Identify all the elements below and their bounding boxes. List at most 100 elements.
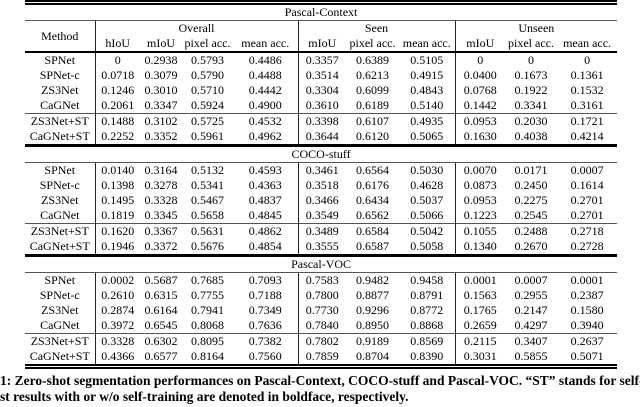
table-row: CaGNet 0.3972 0.6545 0.8068 0.7636 0.7840 0.89… <box>25 318 617 334</box>
value-cell: 0.4593 <box>233 162 299 178</box>
value-cell: 0.4214 <box>570 129 604 143</box>
value-cell: 0.5631 <box>182 223 233 239</box>
value-cell: 0.4843 <box>399 83 456 98</box>
value-cell: 0.8068 <box>191 318 224 332</box>
value-cell: 0.3644 <box>305 129 339 143</box>
method-cell: SPNet <box>25 272 96 288</box>
value-cell: 0.2728 <box>570 239 604 253</box>
method-cell: ZS3Net <box>25 193 96 208</box>
value-cell: 0.8390 <box>399 349 456 367</box>
value-cell: 0.5658 <box>191 208 224 222</box>
method-cell: ZS3Net+ST <box>25 223 96 239</box>
method-cell: CaGNet+ST <box>25 129 96 146</box>
value-cell: 0.2874 <box>101 303 135 317</box>
value-cell: 0.2637 <box>557 333 618 349</box>
table-caption: 1: Zero-shot segmentation performances o… <box>0 373 640 405</box>
value-cell: 0.3461 <box>305 163 339 177</box>
value-cell: 0.2670 <box>514 239 548 253</box>
value-cell: 0.6176 <box>356 178 389 192</box>
value-cell: 0.8704 <box>356 349 389 363</box>
value-cell: 0.5467 <box>191 193 224 207</box>
value-cell: 0.6577 <box>144 349 178 363</box>
value-cell: 0.1488 <box>95 113 140 129</box>
value-cell: 0.6099 <box>356 83 389 97</box>
value-cell: 0.3304 <box>305 83 339 97</box>
value-cell: 0.1495 <box>101 193 135 207</box>
value-cell: 0.5793 <box>191 53 224 67</box>
table-row: ZS3Net+ST 0.1488 0.3102 0.5725 0.4532 0.3398 0… <box>25 113 618 129</box>
value-cell: 0.0001 <box>463 273 497 287</box>
value-cell: 0.1922 <box>514 83 548 97</box>
value-cell: 0.6315 <box>144 288 178 302</box>
value-cell: 0.8791 <box>399 288 456 303</box>
table-head: Pascal-Context Method Overall Seen Unsee… <box>25 2 618 53</box>
value-cell: 0.3466 <box>305 193 339 207</box>
value-cell: 0.3940 <box>570 318 604 332</box>
value-cell: 0.0768 <box>463 83 497 97</box>
col-group-overall: Overall <box>95 20 299 36</box>
value-cell: 0.7840 <box>305 318 339 332</box>
value-cell: 0.3372 <box>144 239 178 253</box>
value-cell: 0.0140 <box>101 163 135 177</box>
value-cell: 0.1340 <box>463 239 497 253</box>
value-cell: 0.2718 <box>557 223 618 239</box>
table-row: ZS3Net 0.2874 0.6164 0.7941 0.7349 0.7730 0.92… <box>25 303 617 318</box>
table-row: ZS3Net+ST 0.3328 0.6302 0.8095 0.7382 0.7802 0… <box>25 333 618 349</box>
value-cell: 0.3518 <box>305 178 339 192</box>
value-cell: 0.5065 <box>399 129 456 146</box>
method-cell: CaGNet <box>25 98 96 114</box>
col-header-pixel-acc: pixel acc. <box>182 36 233 53</box>
value-cell: 0.4297 <box>514 318 548 332</box>
value-cell: 0 <box>584 53 591 67</box>
method-cell: CaGNet <box>25 318 96 334</box>
value-cell: 0.0070 <box>463 163 497 177</box>
value-cell: 0.2115 <box>455 333 505 349</box>
table-row: ZS3Net 0.1495 0.3328 0.5467 0.4837 0.3466 0.64… <box>25 193 617 208</box>
value-cell: 0.0001 <box>570 273 604 287</box>
value-cell: 0.5961 <box>191 129 224 143</box>
value-cell: 0.3367 <box>140 223 182 239</box>
value-cell: 0.2252 <box>101 129 135 143</box>
value-cell: 0.6120 <box>356 129 389 143</box>
value-cell: 0.7941 <box>191 303 224 317</box>
value-cell: 0.0718 <box>101 68 135 82</box>
table-row: SPNet-c 0.1398 0.3278 0.5341 0.4363 0.3518 0.6… <box>25 178 617 193</box>
value-cell: 0 <box>528 53 534 67</box>
value-cell: 0.7349 <box>233 303 299 318</box>
method-cell: ZS3Net+ST <box>25 113 96 129</box>
value-cell: 0.5058 <box>399 239 456 256</box>
method-cell: CaGNet+ST <box>25 349 96 367</box>
value-cell: 0.7730 <box>305 303 339 317</box>
method-cell: ZS3Net <box>25 83 96 98</box>
value-cell: 0.7093 <box>233 272 299 288</box>
value-cell: 0.4935 <box>399 113 456 129</box>
section-title: COCO-stuff <box>25 144 618 163</box>
table-row: CaGNet 0.2061 0.3347 0.5924 0.4900 0.3610 0.61… <box>25 98 617 114</box>
section-title-row: COCO-stuff <box>25 144 618 163</box>
col-header-unseen-mean-acc: mean acc. <box>557 36 618 53</box>
value-cell: 0.1765 <box>463 303 497 317</box>
value-cell: 0.3161 <box>570 98 604 112</box>
method-cell: ZS3Net <box>25 303 96 318</box>
value-cell: 0.7800 <box>305 288 339 302</box>
value-cell: 0.9296 <box>356 303 389 317</box>
value-cell: 0.3398 <box>298 113 346 129</box>
col-header-seen-pixel-acc: pixel acc. <box>346 36 399 53</box>
value-cell: 0.6302 <box>140 333 182 349</box>
value-cell: 0.4488 <box>233 68 299 83</box>
value-cell: 0.9189 <box>346 333 399 349</box>
section-title: Pascal-Context <box>25 2 618 21</box>
value-cell: 0.2061 <box>101 98 135 112</box>
section-title: Pascal-VOC <box>25 254 618 273</box>
value-cell: 0.1580 <box>570 303 604 317</box>
value-cell: 0.2955 <box>514 288 548 302</box>
value-cell: 0.8868 <box>399 318 456 334</box>
value-cell: 0.6189 <box>356 98 389 112</box>
col-header-hiou: hIoU <box>95 36 140 53</box>
caption-line-2: st results with or w/o self-training are… <box>0 389 409 404</box>
value-cell: 0.2387 <box>570 288 604 302</box>
header-group-row: Method Overall Seen Unseen <box>25 20 617 53</box>
value-cell: 0.6107 <box>346 113 399 129</box>
value-cell: 0.5105 <box>399 52 456 68</box>
table-row: SPNet 0.0140 0.3164 0.5132 0.4593 0.3461 0.656… <box>25 162 617 178</box>
